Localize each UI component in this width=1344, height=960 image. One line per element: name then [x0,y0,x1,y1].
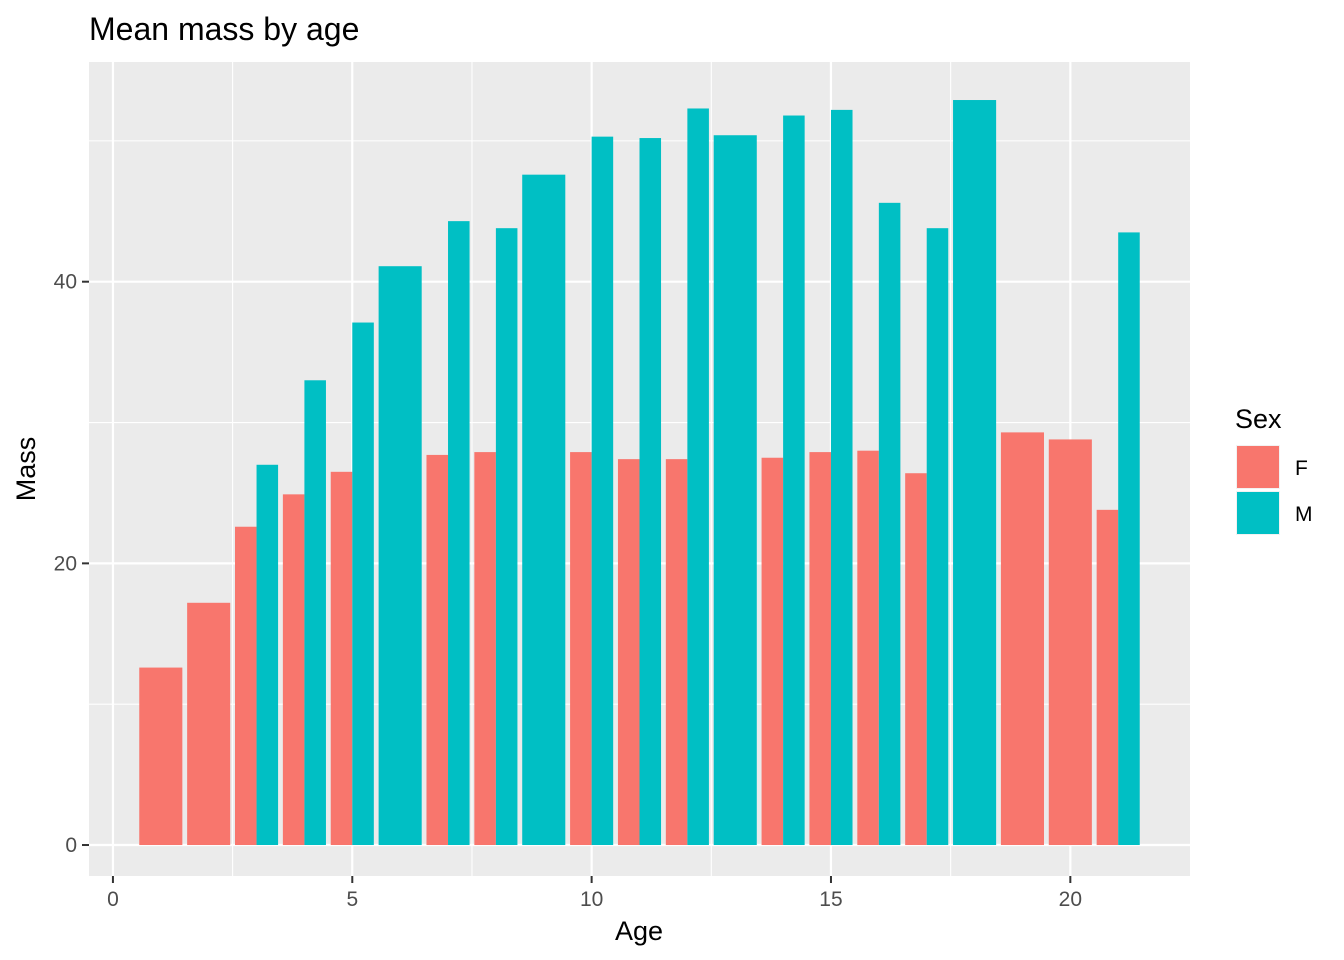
bar-m-age-5 [352,322,374,846]
bar-m-age-21 [1118,232,1140,846]
x-tick-label: 5 [346,888,358,911]
bar-m-age-3 [256,464,279,846]
y-axis: 0 20 40 [54,271,89,857]
bar-m-age-18 [953,100,997,846]
bar-m-age-16 [878,202,901,846]
legend-swatch-m [1237,492,1279,534]
bar-f-age-16 [857,450,879,846]
bar-m-age-17 [926,228,949,846]
bars [139,100,1140,846]
bar-f-age-17 [905,473,927,846]
legend: Sex FM [1235,404,1313,535]
bar-f-age-20 [1048,439,1092,846]
bar-f-age-14 [761,457,784,846]
bar-m-age-7 [448,221,470,846]
bar-f-age-10 [570,452,592,846]
legend-label-m: M [1295,503,1313,526]
bar-m-age-11 [639,138,662,846]
bar-m-age-6 [378,266,422,846]
x-axis: 0 5 10 15 20 [107,876,1082,911]
legend-title: Sex [1235,404,1282,434]
x-tick-label: 10 [580,888,603,911]
y-tick-label: 0 [65,834,77,857]
bar-m-age-14 [783,115,805,846]
bar-f-age-8 [474,452,496,846]
bar-f-age-11 [617,459,640,846]
bar-f-age-1 [139,667,183,846]
bar-f-age-2 [187,602,231,846]
bar-f-age-12 [665,459,688,846]
y-tick-label: 20 [54,552,77,575]
bar-f-age-19 [1000,432,1044,846]
bar-f-age-4 [282,494,305,846]
y-tick-label: 40 [54,271,77,294]
x-tick-label: 15 [819,888,842,911]
y-axis-title: Mass [11,437,41,502]
bar-m-age-15 [830,109,853,846]
legend-label-f: F [1295,457,1308,480]
chart-title: Mean mass by age [89,11,359,47]
legend-swatch-f [1237,446,1279,488]
bar-m-age-8 [495,228,518,846]
bar-f-age-21 [1096,509,1119,846]
bar-m-age-12 [687,108,709,846]
bar-f-age-7 [426,454,449,846]
x-tick-label: 0 [107,888,119,911]
x-axis-title: Age [615,916,663,946]
bar-m-age-9 [522,174,566,846]
bar-m-age-10 [591,136,614,846]
bar-f-age-15 [809,452,831,846]
bar-m-age-4 [304,380,326,846]
bar-f-age-3 [235,526,257,846]
x-tick-label: 20 [1059,888,1082,911]
bar-f-age-5 [330,471,353,846]
bar-m-age-13 [713,135,757,846]
